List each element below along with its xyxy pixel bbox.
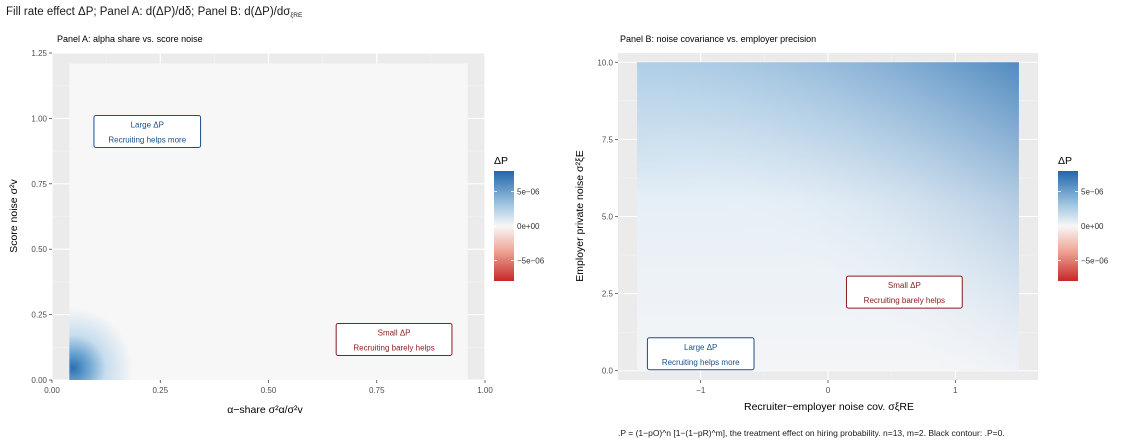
panel-a-legend-colorbar bbox=[494, 171, 514, 281]
x-tick-label: 0.00 bbox=[44, 386, 60, 395]
legend-label: 0e+00 bbox=[517, 222, 540, 231]
annotation-line1: Large ΔP bbox=[131, 120, 164, 129]
panel-a-legend-title: ΔP bbox=[494, 155, 508, 167]
y-tick-label: 0.25 bbox=[31, 311, 47, 320]
annotation-frame bbox=[646, 337, 755, 371]
annotation-frame bbox=[93, 114, 202, 148]
annotation-line2: Recruiting helps more bbox=[108, 135, 186, 144]
annotation-frame bbox=[335, 322, 453, 356]
y-tick-label: 1.00 bbox=[31, 114, 47, 123]
panel-b-y-axis-label: Employer private noise σ²ξE bbox=[574, 150, 586, 281]
y-tick-label: 5.0 bbox=[602, 213, 614, 222]
panel-a-y-axis-label: Score noise σ²v bbox=[8, 178, 20, 252]
y-tick-label: 0.75 bbox=[31, 180, 47, 189]
y-tick-label: 10.0 bbox=[597, 58, 613, 67]
figure-caption: .P = (1−pO)^n [1−(1−pR)^m], the treatmen… bbox=[618, 428, 1005, 438]
annotation-line2: Recruiting helps more bbox=[662, 358, 740, 367]
annotation-line2: Recruiting barely helps bbox=[353, 343, 434, 352]
panel-a-axes: 0.00 0.25 0.50 0.75 1.00 0.00 0.25 0.50 0.75 1.00… bbox=[31, 49, 493, 395]
panel-b-x-axis-label: Recruiter−employer noise cov. σξRE bbox=[744, 401, 914, 413]
y-tick-label: 0.0 bbox=[602, 367, 614, 376]
panel-b-annotations: Small ΔP Recruiting barely helps Large ΔP R… bbox=[646, 275, 963, 371]
panel-a-annotations: Large ΔP Recruiting helps more Small ΔP Rec… bbox=[93, 114, 453, 356]
panel-a-title: Panel A: alpha share vs. score noise bbox=[57, 34, 203, 44]
x-tick-label: −1 bbox=[696, 386, 706, 395]
annotation-box: Small ΔP Recruiting barely helps bbox=[335, 322, 453, 356]
panel-b-legend-title: ΔP bbox=[1058, 155, 1072, 167]
legend-label: 5e−06 bbox=[1081, 188, 1104, 197]
panel-b-legend-ticks: 5e−06 0e+00 −5e−06 bbox=[1058, 188, 1109, 265]
legend-label: −5e−06 bbox=[1081, 256, 1109, 265]
panel-a: Panel A: alpha share vs. score noise 0.0… bbox=[8, 34, 545, 416]
figure-title-subscript: ξRE bbox=[290, 12, 303, 19]
legend-label: 5e−06 bbox=[517, 188, 540, 197]
legend-label: −5e−06 bbox=[517, 256, 545, 265]
panel-b-title: Panel B: noise covariance vs. employer p… bbox=[620, 34, 816, 44]
y-tick-label: 0.50 bbox=[31, 245, 47, 254]
panel-b: Panel B: noise covariance vs. employer p… bbox=[574, 34, 1109, 413]
x-tick-label: 1.00 bbox=[477, 386, 493, 395]
x-tick-label: 0.75 bbox=[369, 386, 385, 395]
y-tick-label: 7.5 bbox=[602, 135, 614, 144]
annotation-frame bbox=[845, 275, 963, 309]
panel-b-legend-colorbar bbox=[1058, 171, 1078, 281]
x-tick-label: 0.50 bbox=[261, 386, 277, 395]
annotation-line1: Small ΔP bbox=[378, 328, 411, 337]
annotation-line2: Recruiting barely helps bbox=[864, 296, 945, 305]
legend-label: 0e+00 bbox=[1081, 222, 1104, 231]
panel-a-legend-ticks: 5e−06 0e+00 −5e−06 bbox=[494, 188, 545, 265]
panel-a-x-axis-label: α−share σ²α/σ²v bbox=[227, 404, 303, 416]
x-tick-label: 0 bbox=[826, 386, 831, 395]
y-tick-label: 1.25 bbox=[31, 49, 47, 58]
panel-b-axes: −1 0 10.02.55.07.510.0 bbox=[597, 58, 958, 395]
x-tick-label: 1 bbox=[953, 386, 958, 395]
figure-title: Fill rate effect ΔP; Panel A: d(ΔP)/dδ; … bbox=[6, 6, 302, 19]
y-tick-label: 2.5 bbox=[602, 290, 614, 299]
y-tick-label: 0.00 bbox=[31, 376, 47, 385]
figure-title-text: Fill rate effect ΔP; Panel A: d(ΔP)/dδ; … bbox=[6, 6, 291, 18]
panel-a-legend: ΔP 5e−06 0e+00 −5e−06 bbox=[494, 155, 545, 281]
panel-b-legend: ΔP 5e−06 0e+00 −5e−06 bbox=[1058, 155, 1109, 281]
x-tick-label: 0.25 bbox=[152, 386, 168, 395]
annotation-box: Large ΔP Recruiting helps more bbox=[646, 337, 755, 371]
annotation-box: Large ΔP Recruiting helps more bbox=[93, 114, 202, 148]
annotation-line1: Large ΔP bbox=[684, 343, 717, 352]
panel-b-heatmap-overlay bbox=[637, 62, 1019, 371]
annotation-line1: Small ΔP bbox=[888, 281, 921, 290]
annotation-box: Small ΔP Recruiting barely helps bbox=[845, 275, 963, 309]
